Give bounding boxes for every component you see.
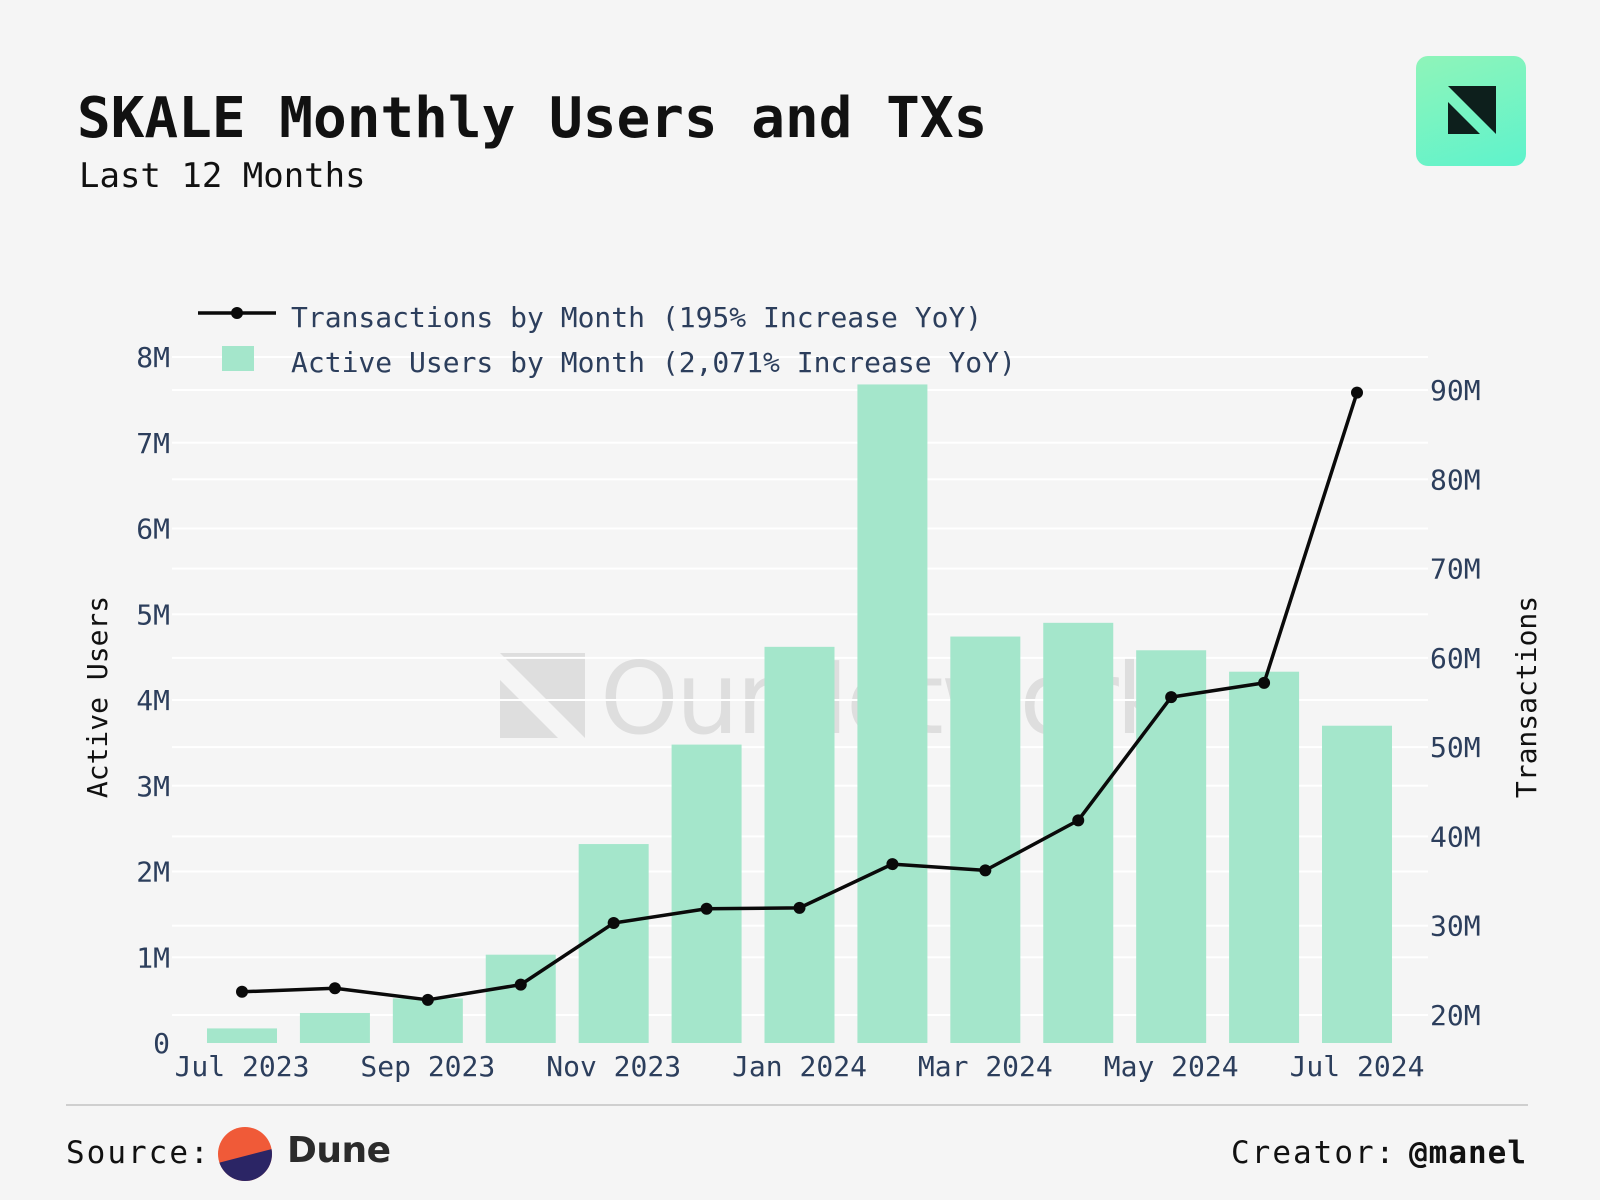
bar-active-users bbox=[950, 636, 1021, 1043]
chart-subtitle: Last 12 Months bbox=[79, 156, 366, 196]
line-point-transactions bbox=[328, 982, 341, 995]
bar-active-users bbox=[1136, 650, 1207, 1043]
line-point-transactions bbox=[236, 985, 248, 998]
bar-active-users bbox=[207, 1028, 277, 1043]
y-tick-label-right: 60M bbox=[1430, 642, 1481, 675]
footer-divider bbox=[66, 1104, 1528, 1106]
y-axis-label-right: Transactions bbox=[1510, 596, 1543, 798]
bar-active-users bbox=[578, 844, 649, 1043]
legend-line-marker bbox=[231, 307, 243, 319]
line-point-transactions bbox=[607, 917, 620, 930]
y-tick-label-right: 20M bbox=[1430, 999, 1481, 1032]
legend-bar-swatch bbox=[222, 346, 254, 371]
line-point-transactions bbox=[793, 901, 806, 914]
creator-handle[interactable]: @manel bbox=[1409, 1135, 1527, 1171]
line-point-transactions bbox=[514, 978, 527, 991]
bar-active-users bbox=[299, 1012, 370, 1043]
line-point-transactions bbox=[979, 864, 992, 877]
x-tick-label: Jul 2023 bbox=[175, 1050, 310, 1083]
y-tick-label-left: 8M bbox=[136, 341, 170, 374]
ournetwork-logo-icon bbox=[1416, 56, 1526, 166]
line-point-transactions bbox=[1258, 676, 1271, 689]
bar-active-users bbox=[1229, 671, 1300, 1043]
y-tick-label-left: 6M bbox=[136, 513, 170, 546]
y-tick-label-left: 4M bbox=[136, 684, 170, 717]
line-point-transactions bbox=[421, 993, 434, 1006]
y-tick-label-left: 1M bbox=[136, 941, 170, 974]
y-tick-label-right: 80M bbox=[1430, 463, 1481, 496]
chart-canvas: OurNetwork01M2M3M4M5M6M7M8M20M30M40M50M6… bbox=[81, 301, 1543, 1083]
bar-active-users bbox=[857, 384, 928, 1043]
bar-active-users bbox=[1322, 725, 1392, 1043]
y-tick-label-right: 50M bbox=[1430, 731, 1481, 764]
line-point-transactions bbox=[1165, 691, 1178, 704]
creator-label: Creator: bbox=[1231, 1135, 1397, 1171]
line-point-transactions bbox=[1351, 386, 1363, 399]
y-tick-label-right: 30M bbox=[1430, 910, 1481, 943]
x-tick-label: Nov 2023 bbox=[546, 1050, 681, 1083]
y-tick-label-left: 2M bbox=[136, 856, 170, 889]
x-tick-label: Mar 2024 bbox=[918, 1050, 1053, 1083]
x-tick-label: Jul 2024 bbox=[1290, 1050, 1425, 1083]
source-name: Dune bbox=[287, 1130, 391, 1171]
y-tick-label-right: 40M bbox=[1430, 820, 1481, 853]
bar-active-users bbox=[392, 998, 463, 1043]
line-point-transactions bbox=[886, 858, 899, 871]
dune-logo-icon bbox=[218, 1127, 272, 1181]
bar-active-users bbox=[671, 744, 742, 1043]
bar-active-users bbox=[764, 646, 835, 1043]
y-tick-label-left: 0 bbox=[153, 1027, 170, 1060]
line-point-transactions bbox=[1072, 814, 1085, 827]
legend-label-transactions: Transactions by Month (195% Increase YoY… bbox=[291, 301, 982, 334]
line-point-transactions bbox=[700, 902, 713, 915]
x-tick-label: Jan 2024 bbox=[732, 1050, 867, 1083]
y-tick-label-left: 7M bbox=[136, 427, 170, 460]
chart-title: SKALE Monthly Users and TXs bbox=[77, 86, 988, 151]
y-tick-label-right: 90M bbox=[1430, 374, 1481, 407]
y-tick-label-left: 5M bbox=[136, 598, 170, 631]
legend-label-active-users: Active Users by Month (2,071% Increase Y… bbox=[291, 346, 1016, 379]
x-tick-label: Sep 2023 bbox=[360, 1050, 495, 1083]
y-axis-label-left: Active Users bbox=[81, 596, 114, 798]
source-label: Source: bbox=[66, 1135, 211, 1171]
x-tick-label: May 2024 bbox=[1104, 1050, 1239, 1083]
y-tick-label-right: 70M bbox=[1430, 553, 1481, 586]
y-tick-label-left: 3M bbox=[136, 770, 170, 803]
